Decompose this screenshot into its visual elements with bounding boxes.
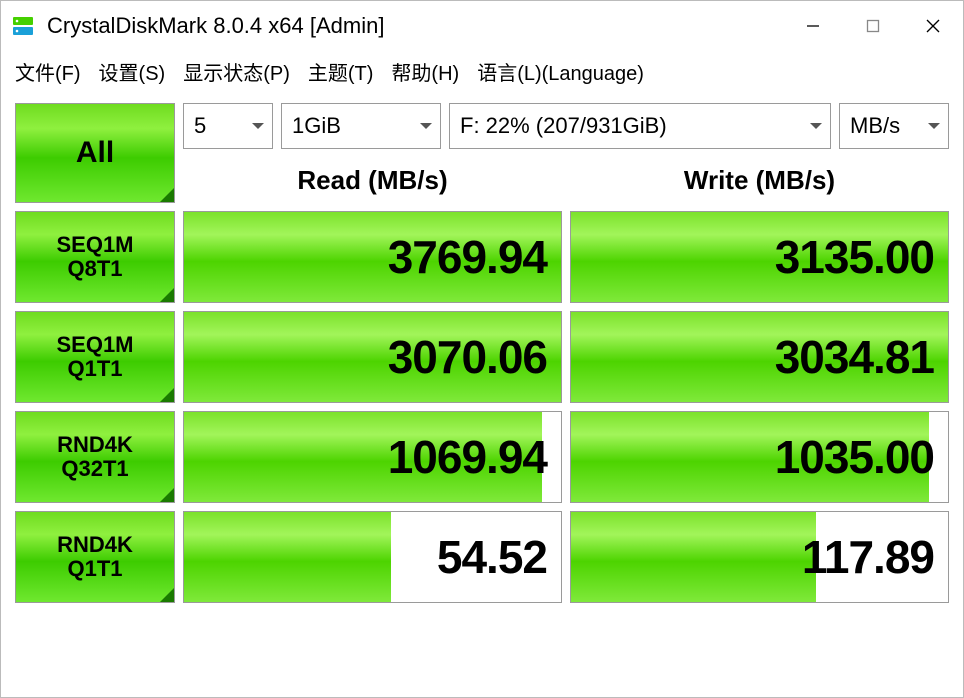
content-area: All 5 1GiB F: 22% (207/931GiB) MB: [1, 91, 963, 697]
result-read-3: 54.52: [183, 511, 562, 603]
result-read-1: 3070.06: [183, 311, 562, 403]
maximize-button[interactable]: [843, 1, 903, 51]
runs-dropdown[interactable]: 5: [183, 103, 273, 149]
app-icon: [11, 14, 35, 38]
test-button-seq1m-q1t1[interactable]: SEQ1M Q1T1: [15, 311, 175, 403]
menubar: 文件(F) 设置(S) 显示状态(P) 主题(T) 帮助(H) 语言(L)(La…: [1, 51, 963, 91]
result-value: 54.52: [437, 530, 547, 584]
run-all-button[interactable]: All: [15, 103, 175, 203]
result-value: 3769.94: [388, 230, 547, 284]
unit-dropdown[interactable]: MB/s: [839, 103, 949, 149]
result-bar: [184, 512, 391, 602]
result-value: 117.89: [802, 530, 934, 584]
resize-corner-icon: [160, 488, 174, 502]
result-read-0: 3769.94: [183, 211, 562, 303]
result-read-2: 1069.94: [183, 411, 562, 503]
chevron-down-icon: [420, 123, 432, 129]
result-value: 1069.94: [388, 430, 547, 484]
minimize-button[interactable]: [783, 1, 843, 51]
test-label-line2: Q32T1: [61, 457, 128, 481]
window-title: CrystalDiskMark 8.0.4 x64 [Admin]: [47, 13, 783, 39]
chevron-down-icon: [928, 123, 940, 129]
test-label-line1: RND4K: [57, 533, 133, 557]
result-value: 3070.06: [388, 330, 547, 384]
result-value: 3034.81: [775, 330, 934, 384]
resize-corner-icon: [160, 188, 174, 202]
menu-language[interactable]: 语言(L)(Language): [477, 57, 644, 86]
titlebar: CrystalDiskMark 8.0.4 x64 [Admin]: [1, 1, 963, 51]
test-label-line2: Q8T1: [67, 257, 122, 281]
window-controls: [783, 1, 963, 51]
resize-corner-icon: [160, 288, 174, 302]
unit-value: MB/s: [850, 113, 900, 139]
benchmark-grid: All 5 1GiB F: 22% (207/931GiB) MB: [15, 103, 949, 603]
result-value: 3135.00: [775, 230, 934, 284]
result-write-0: 3135.00: [570, 211, 949, 303]
size-dropdown[interactable]: 1GiB: [281, 103, 441, 149]
test-button-rnd4k-q1t1[interactable]: RND4K Q1T1: [15, 511, 175, 603]
app-window: CrystalDiskMark 8.0.4 x64 [Admin] 文件(F) …: [0, 0, 964, 698]
result-write-1: 3034.81: [570, 311, 949, 403]
runs-value: 5: [194, 113, 206, 139]
menu-display[interactable]: 显示状态(P): [183, 57, 290, 86]
run-all-label: All: [76, 136, 114, 170]
drive-dropdown[interactable]: F: 22% (207/931GiB): [449, 103, 831, 149]
menu-file[interactable]: 文件(F): [15, 57, 81, 86]
result-value: 1035.00: [775, 430, 934, 484]
test-button-rnd4k-q32t1[interactable]: RND4K Q32T1: [15, 411, 175, 503]
result-bar: [571, 512, 816, 602]
test-label-line2: Q1T1: [67, 557, 122, 581]
result-write-3: 117.89: [570, 511, 949, 603]
result-write-2: 1035.00: [570, 411, 949, 503]
write-header: Write (MB/s): [570, 157, 949, 203]
test-label-line1: RND4K: [57, 433, 133, 457]
chevron-down-icon: [810, 123, 822, 129]
close-button[interactable]: [903, 1, 963, 51]
test-label-line1: SEQ1M: [56, 333, 133, 357]
test-button-seq1m-q8t1[interactable]: SEQ1M Q8T1: [15, 211, 175, 303]
read-header: Read (MB/s): [183, 157, 562, 203]
menu-theme[interactable]: 主题(T): [308, 57, 374, 86]
menu-help[interactable]: 帮助(H): [391, 57, 459, 86]
drive-value: F: 22% (207/931GiB): [460, 113, 667, 139]
resize-corner-icon: [160, 588, 174, 602]
menu-settings[interactable]: 设置(S): [99, 57, 166, 86]
resize-corner-icon: [160, 388, 174, 402]
test-label-line2: Q1T1: [67, 357, 122, 381]
test-label-line1: SEQ1M: [56, 233, 133, 257]
size-value: 1GiB: [292, 113, 341, 139]
chevron-down-icon: [252, 123, 264, 129]
controls-row: 5 1GiB F: 22% (207/931GiB) MB/s: [183, 103, 949, 149]
